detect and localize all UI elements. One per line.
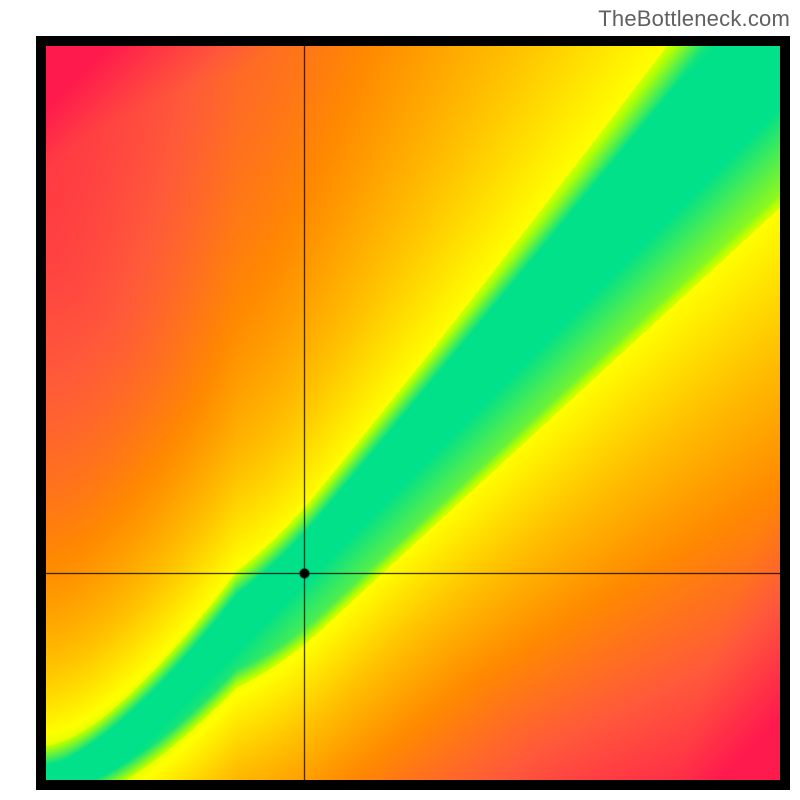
crosshair-overlay bbox=[46, 46, 780, 780]
plot-black-border bbox=[36, 36, 790, 790]
chart-container: TheBottleneck.com bbox=[0, 0, 800, 800]
watermark-text: TheBottleneck.com bbox=[598, 6, 790, 32]
plot-area bbox=[46, 46, 780, 780]
